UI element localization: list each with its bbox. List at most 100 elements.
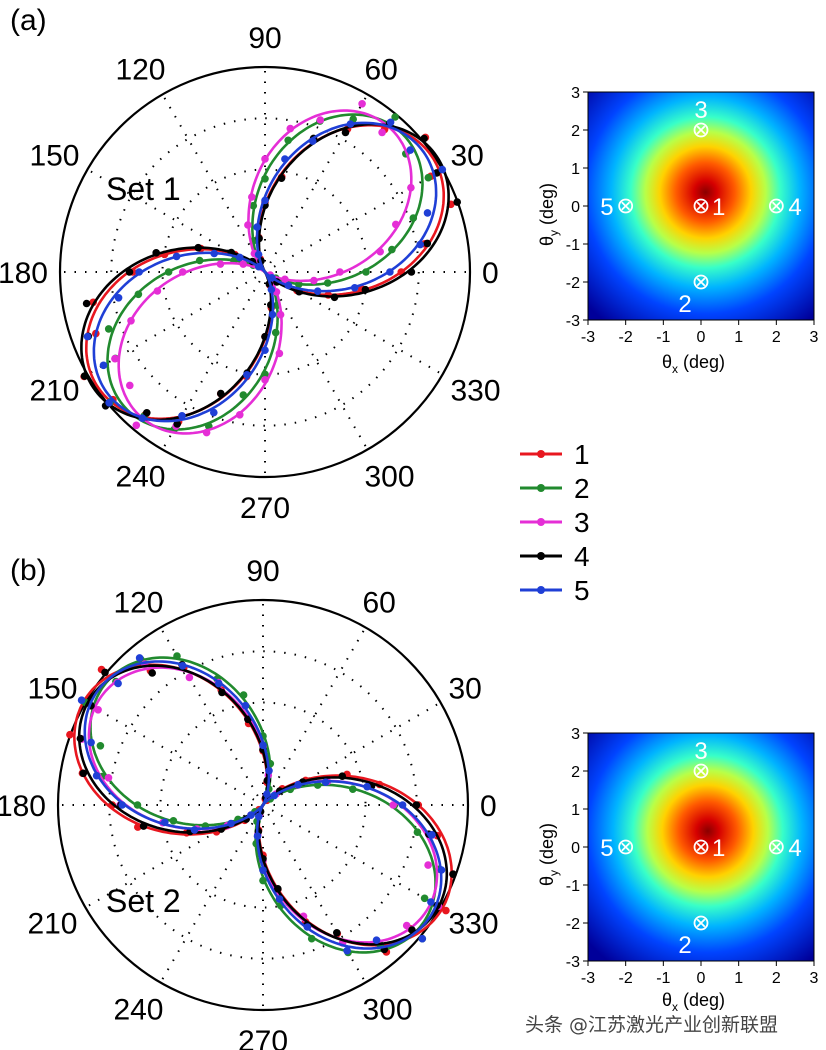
series-point-5 — [243, 371, 251, 379]
series-point-5 — [284, 281, 293, 290]
y-tick-label: 3 — [571, 85, 580, 102]
heatmap-top: -3-3 -2 -2 -1 -1 0 0 1 1 2 2 3 3 1 2 3 4 5 — [566, 85, 819, 346]
series-point-5 — [418, 934, 427, 943]
heatmap-top-xlabel: θx (deg) — [662, 352, 725, 376]
beam-point-4 — [768, 839, 784, 855]
series-point-3 — [244, 221, 252, 229]
series-point-2 — [349, 785, 357, 793]
series-point-4 — [82, 299, 91, 308]
legend-label-1: 1 — [574, 439, 590, 470]
y-tick-label: -1 — [566, 237, 580, 254]
panel-label-a: (a) — [10, 4, 47, 37]
set-label-1: Set 1 — [106, 171, 181, 207]
beam-point-label-4: 4 — [788, 835, 801, 862]
series-point-4 — [101, 668, 109, 677]
x-tick-label: -2 — [619, 329, 633, 346]
legend-marker-1 — [537, 450, 545, 458]
polar-plot-set-2: 0 30 60 90 120 150 180 210 240 270 300 330 — [0, 555, 499, 1050]
series-point-2 — [134, 290, 143, 299]
series-point-4 — [125, 268, 134, 276]
series-point-3 — [392, 220, 400, 229]
beam-point-cross-5 — [621, 201, 631, 211]
x-tick-label: -2 — [619, 970, 633, 987]
angle-tick-label: 60 — [365, 54, 398, 87]
series-point-5 — [210, 408, 218, 417]
series-point-3 — [126, 381, 134, 390]
series-point-4 — [407, 268, 416, 276]
series-point-3 — [111, 354, 119, 363]
series-point-5 — [178, 662, 187, 670]
series-point-3 — [378, 128, 386, 137]
series-point-5 — [270, 791, 279, 800]
series-point-5 — [261, 346, 269, 355]
series-point-2 — [133, 801, 142, 809]
y-tick-label: -2 — [566, 275, 580, 292]
series-point-5 — [178, 412, 186, 420]
series-point-1 — [442, 906, 450, 915]
series-point-4 — [449, 870, 457, 878]
series-point-5 — [428, 831, 436, 839]
x-tick-label: -3 — [581, 329, 595, 346]
series-point-2 — [249, 201, 258, 210]
polar-spoke — [264, 271, 369, 451]
series-point-5 — [215, 679, 223, 688]
series-point-5 — [254, 262, 263, 271]
series-point-5 — [423, 209, 432, 217]
series-point-3 — [261, 155, 269, 163]
series-point-5 — [308, 137, 317, 145]
y-tick-label: 2 — [571, 764, 580, 781]
series-point-3 — [185, 673, 194, 682]
beam-point-3 — [693, 122, 709, 138]
series-point-1 — [66, 730, 74, 739]
beam-point-5 — [618, 839, 634, 855]
angle-tick-label: 150 — [29, 140, 79, 173]
angle-tick-label: 90 — [246, 555, 279, 588]
angle-tick-label: 120 — [113, 587, 163, 620]
series-point-5 — [254, 812, 263, 821]
series-point-2 — [420, 894, 429, 903]
angle-tick-label: 330 — [449, 908, 499, 941]
heatmap-bottom-ylabel: θy (deg) — [537, 823, 561, 886]
series-point-4 — [274, 885, 282, 893]
series-point-4 — [143, 409, 151, 417]
beam-point-cross-4 — [771, 842, 781, 852]
series-point-2 — [391, 113, 399, 121]
heatmap-top-ylabel: θy (deg) — [537, 183, 561, 246]
series-point-2 — [164, 268, 173, 276]
beam-point-cross-1 — [696, 201, 706, 211]
legend-marker-2 — [537, 484, 545, 492]
series-point-4 — [152, 249, 160, 257]
angle-tick-label: 0 — [480, 790, 497, 823]
beam-point-label-4: 4 — [788, 194, 801, 221]
series-point-5 — [406, 146, 415, 154]
series-point-5 — [190, 826, 199, 834]
angle-tick-label: 90 — [248, 22, 281, 55]
series-point-5 — [268, 310, 277, 319]
series-point-3 — [239, 260, 247, 268]
angle-tick-label: 270 — [238, 1025, 288, 1050]
series-point-5 — [263, 790, 271, 798]
series-point-5 — [303, 923, 312, 931]
series-point-3 — [389, 801, 398, 809]
series-point-5 — [438, 165, 447, 174]
heatmap-bottom-xlabel: θx (deg) — [662, 990, 725, 1014]
series-point-3 — [281, 275, 289, 284]
angle-tick-label: 270 — [240, 492, 290, 525]
beam-point-5 — [618, 198, 634, 214]
series-point-5 — [386, 268, 394, 276]
y-tick-label: -3 — [566, 313, 580, 330]
angle-tick-label: 30 — [451, 140, 484, 173]
series-point-5 — [427, 898, 435, 906]
x-tick-label: 2 — [772, 329, 781, 346]
legend-label-3: 3 — [574, 507, 590, 538]
polar-ring — [110, 117, 420, 427]
angle-tick-label: 330 — [451, 375, 501, 408]
series-point-5 — [386, 118, 395, 127]
series-point-2 — [388, 245, 396, 254]
series-point-5 — [261, 196, 269, 205]
series-point-4 — [79, 769, 88, 778]
series-point-4 — [453, 198, 462, 206]
y-tick-label: 1 — [571, 802, 580, 819]
